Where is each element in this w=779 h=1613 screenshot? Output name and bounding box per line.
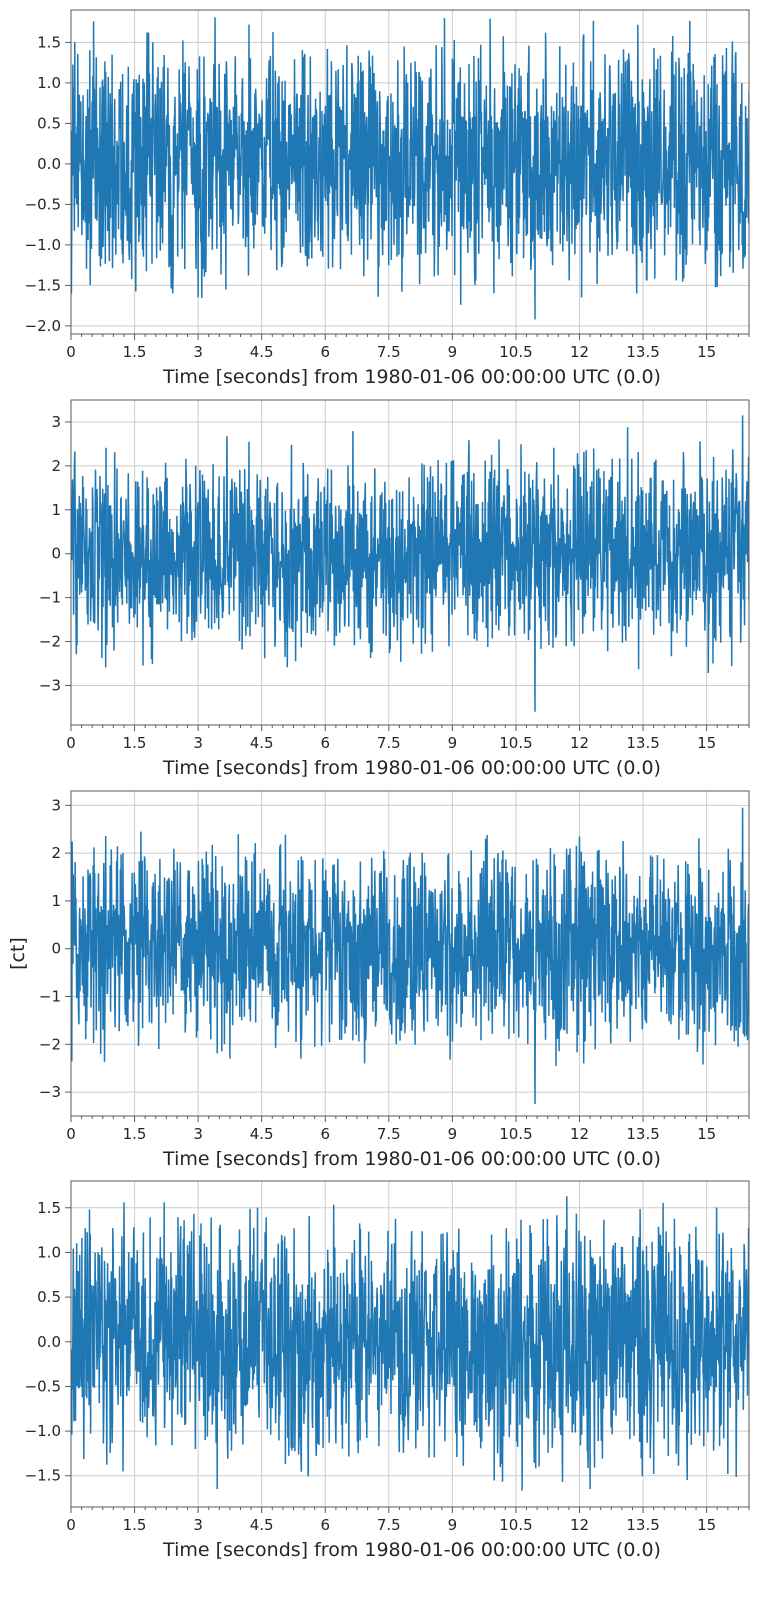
x-tick-label: 4.5 <box>250 1125 274 1143</box>
x-tick-label: 1.5 <box>123 343 147 361</box>
x-tick-label: 12 <box>570 1125 589 1143</box>
x-tick-label: 15 <box>697 1516 716 1534</box>
series-line <box>71 415 749 712</box>
y-tick-label: −2 <box>39 1035 61 1053</box>
y-tick-label: 2 <box>51 844 61 862</box>
y-tick-label: −1.0 <box>25 1422 61 1440</box>
x-tick-label: 1.5 <box>123 734 147 752</box>
chart-panel-1: 0 1.5 3 4.5 6 7.5 9 10.5 12 13.5 15 1.5 1.0 0.5 0.0 −0.… <box>25 9 750 388</box>
y-tick-label: 0.5 <box>37 1288 61 1306</box>
x-tick-label: 13.5 <box>626 1516 659 1534</box>
y-tick-label: −1.5 <box>25 1467 61 1485</box>
x-tick-label: 7.5 <box>377 343 401 361</box>
x-tick-label: 4.5 <box>250 734 274 752</box>
y-tick-label: −2.0 <box>25 317 61 335</box>
x-tick-label: 1.5 <box>123 1125 147 1143</box>
y-tick-label: −1.0 <box>25 236 61 254</box>
y-tick-label: 0.5 <box>37 114 61 132</box>
y-tick-label: 0 <box>51 545 61 563</box>
x-axis-label: Time [seconds] from 1980-01-06 00:00:00 … <box>162 1539 661 1561</box>
x-tick-label: 9 <box>448 1516 458 1534</box>
x-axis-label: Time [seconds] from 1980-01-06 00:00:00 … <box>162 366 661 388</box>
x-tick-label: 12 <box>570 1516 589 1534</box>
y-tick-label: −3 <box>39 676 61 694</box>
x-tick-label: 10.5 <box>499 1516 532 1534</box>
x-tick-label: 0 <box>66 343 76 361</box>
x-tick-label: 10.5 <box>499 734 532 752</box>
x-tick-label: 3 <box>193 734 203 752</box>
x-tick-label: 15 <box>697 1125 716 1143</box>
y-tick-label: −1 <box>39 988 61 1006</box>
series-line <box>71 17 749 320</box>
x-tick-label: 1.5 <box>123 1516 147 1534</box>
x-tick-label: 13.5 <box>626 734 659 752</box>
x-tick-label: 3 <box>193 343 203 361</box>
x-tick-label: 9 <box>448 343 458 361</box>
x-tick-label: 3 <box>193 1125 203 1143</box>
x-tick-label: 15 <box>697 734 716 752</box>
y-tick-label: 1 <box>51 501 61 519</box>
x-tick-label: 0 <box>66 1516 76 1534</box>
x-tick-label: 10.5 <box>499 1125 532 1143</box>
chart-panel-3: 0 1.5 3 4.5 6 7.5 9 10.5 12 13.5 15 3 2 1 0 −1 −2 −3 Time … <box>7 790 750 1170</box>
y-tick-label: 3 <box>51 413 61 431</box>
y-tick-label: −2 <box>39 633 61 651</box>
x-axis-label: Time [seconds] from 1980-01-06 00:00:00 … <box>162 757 661 779</box>
x-tick-label: 0 <box>66 734 76 752</box>
chart-panel-2: 0 1.5 3 4.5 6 7.5 9 10.5 12 13.5 15 3 2 1 0 −1 −2 −3 Time … <box>39 399 750 779</box>
x-tick-label: 9 <box>448 734 458 752</box>
x-tick-label: 10.5 <box>499 343 532 361</box>
y-tick-label: 0.0 <box>37 155 61 173</box>
x-tick-label: 9 <box>448 1125 458 1143</box>
x-tick-label: 6 <box>320 1125 330 1143</box>
y-tick-label: 1.5 <box>37 1199 61 1217</box>
y-tick-label: 0.0 <box>37 1333 61 1351</box>
y-tick-label: 1.5 <box>37 33 61 51</box>
x-tick-label: 6 <box>320 1516 330 1534</box>
y-tick-label: −1.5 <box>25 276 61 294</box>
y-tick-label: 0 <box>51 940 61 958</box>
y-tick-label: 1 <box>51 892 61 910</box>
x-tick-label: 13.5 <box>626 1125 659 1143</box>
x-tick-label: 6 <box>320 734 330 752</box>
x-tick-label: 3 <box>193 1516 203 1534</box>
x-tick-label: 0 <box>66 1125 76 1143</box>
x-tick-label: 15 <box>697 343 716 361</box>
x-tick-label: 7.5 <box>377 1516 401 1534</box>
x-tick-label: 6 <box>320 343 330 361</box>
y-tick-label: 3 <box>51 796 61 814</box>
x-tick-label: 13.5 <box>626 343 659 361</box>
y-axis-label: [ct] <box>7 937 29 970</box>
y-tick-label: −0.5 <box>25 1377 61 1395</box>
x-tick-label: 4.5 <box>250 343 274 361</box>
series-line <box>71 1196 749 1491</box>
y-tick-label: −1 <box>39 589 61 607</box>
x-tick-label: 7.5 <box>377 734 401 752</box>
series-line <box>71 807 749 1105</box>
y-tick-label: 2 <box>51 457 61 475</box>
y-tick-label: −0.5 <box>25 195 61 213</box>
x-tick-label: 12 <box>570 734 589 752</box>
y-tick-label: 1.0 <box>37 74 61 92</box>
y-tick-label: 1.0 <box>37 1243 61 1261</box>
x-axis-label: Time [seconds] from 1980-01-06 00:00:00 … <box>162 1148 661 1170</box>
y-tick-label: −3 <box>39 1083 61 1101</box>
chart-panel-4: 0 1.5 3 4.5 6 7.5 9 10.5 12 13.5 15 1.5 1.0 0.5 0.0 −0.… <box>25 1180 750 1561</box>
x-tick-label: 7.5 <box>377 1125 401 1143</box>
x-tick-label: 12 <box>570 343 589 361</box>
x-tick-label: 4.5 <box>250 1516 274 1534</box>
